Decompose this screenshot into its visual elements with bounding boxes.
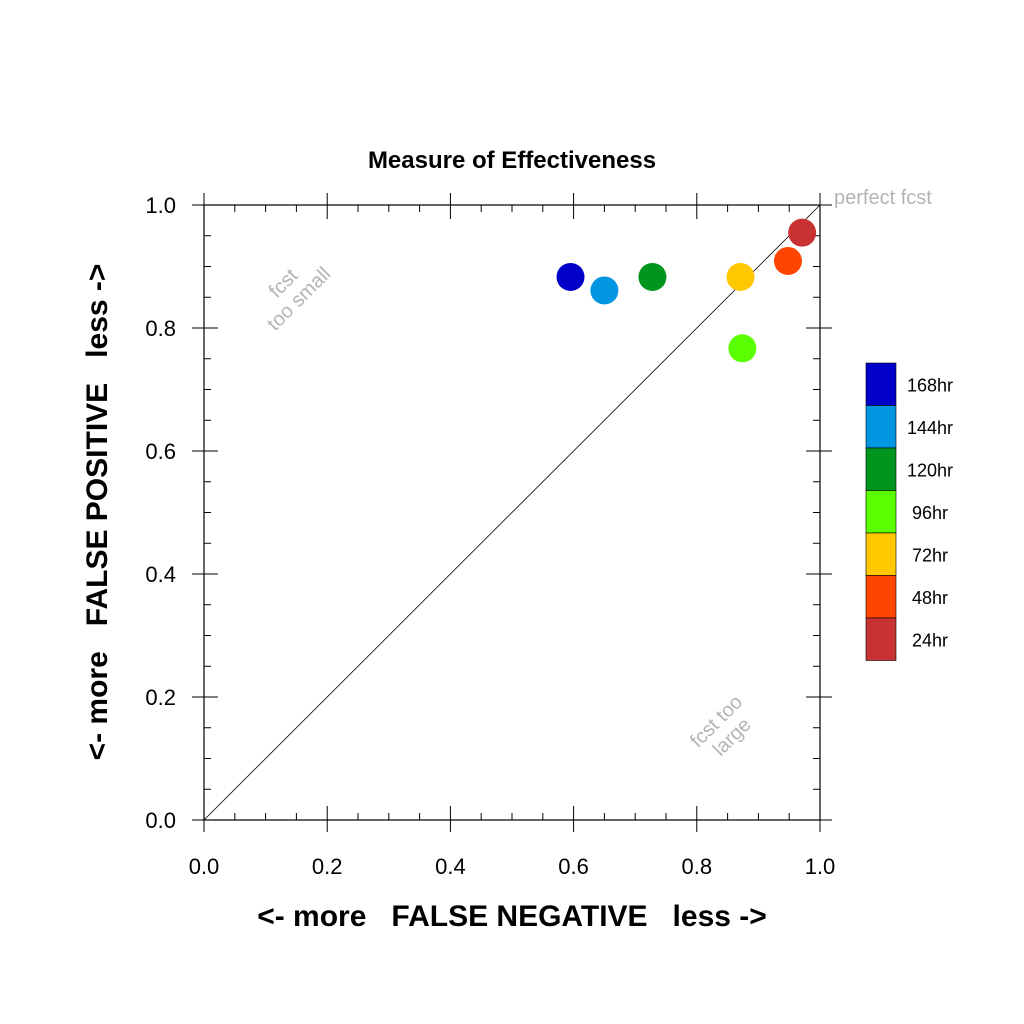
legend-label-24hr: 24hr <box>912 630 948 650</box>
legend-swatch-120hr <box>865 447 897 491</box>
x-axis-title: <- more FALSE NEGATIVE less -> <box>257 900 767 933</box>
legend-label-96hr: 96hr <box>912 503 948 523</box>
legend-swatch-72hr <box>865 532 897 576</box>
legend-swatch-168hr <box>865 362 897 406</box>
x-tick-label: 0.6 <box>558 854 589 879</box>
y-tick-label: 0.2 <box>145 685 176 710</box>
x-tick-label: 1.0 <box>805 854 836 879</box>
perfect-forecast-diagonal <box>203 204 821 821</box>
y-tick-label: 1.0 <box>145 193 176 218</box>
data-points <box>556 218 817 363</box>
point-72hr <box>726 262 755 291</box>
point-24hr <box>788 218 817 247</box>
legend-label-120hr: 120hr <box>907 460 953 480</box>
point-48hr <box>773 246 802 275</box>
chart-title: Measure of Effectiveness <box>368 147 656 174</box>
x-tick-label: 0.4 <box>435 854 466 879</box>
y-axis-title: <- more FALSE POSITIVE less -> <box>81 264 114 761</box>
axis-ticks <box>192 193 832 832</box>
legend-swatch-144hr <box>865 405 897 449</box>
point-144hr <box>590 276 619 305</box>
x-tick-label: 0.0 <box>189 854 220 879</box>
point-120hr <box>638 262 667 291</box>
x-tick-label: 0.2 <box>312 854 343 879</box>
x-tick-labels: 0.0 0.2 0.4 0.6 0.8 1.0 <box>189 854 836 879</box>
legend-swatch-24hr <box>865 617 897 661</box>
legend-label-168hr: 168hr <box>907 375 953 395</box>
y-tick-label: 0.8 <box>145 316 176 341</box>
legend-label-72hr: 72hr <box>912 545 948 565</box>
legend-swatch-96hr <box>865 490 897 534</box>
y-tick-label: 0.0 <box>145 808 176 833</box>
legend-label-144hr: 144hr <box>907 418 953 438</box>
perfect-forecast-label: perfect fcst <box>834 187 932 209</box>
legend-label-48hr: 48hr <box>912 588 948 608</box>
x-tick-label: 0.8 <box>682 854 713 879</box>
legend: 168hr 144hr 120hr 96hr 72hr 48hr 24hr <box>865 362 953 661</box>
legend-swatch-48hr <box>865 575 897 619</box>
point-96hr <box>728 334 757 363</box>
y-tick-labels: 0.0 0.2 0.4 0.6 0.8 1.0 <box>145 193 176 833</box>
y-tick-label: 0.6 <box>145 439 176 464</box>
y-tick-label: 0.4 <box>145 562 176 587</box>
point-168hr <box>556 262 585 291</box>
